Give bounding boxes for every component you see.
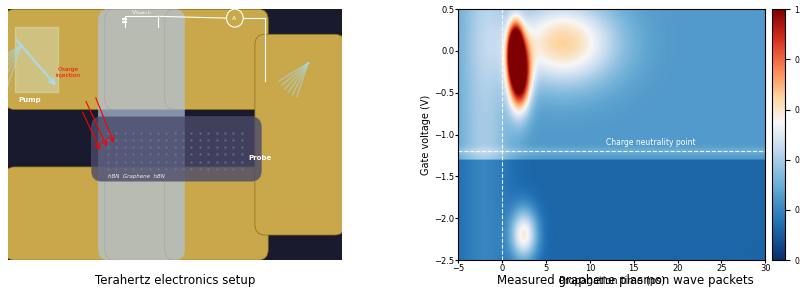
Text: hBN  Graphene  hBN: hBN Graphene hBN <box>108 174 165 179</box>
Text: Probe: Probe <box>248 155 271 161</box>
FancyBboxPatch shape <box>105 167 178 260</box>
FancyBboxPatch shape <box>5 9 118 109</box>
FancyBboxPatch shape <box>255 34 345 235</box>
FancyBboxPatch shape <box>98 9 185 260</box>
Text: A: A <box>232 16 237 21</box>
FancyBboxPatch shape <box>5 167 118 260</box>
Text: Measured graphene plasmon wave packets: Measured graphene plasmon wave packets <box>497 274 754 287</box>
FancyBboxPatch shape <box>8 9 342 260</box>
Text: Charge
injection: Charge injection <box>55 67 81 78</box>
Text: Pump: Pump <box>18 97 41 103</box>
Text: $\mathrm{V_{Switch}}$: $\mathrm{V_{Switch}}$ <box>131 9 152 17</box>
FancyBboxPatch shape <box>91 117 262 181</box>
FancyBboxPatch shape <box>105 9 178 109</box>
FancyBboxPatch shape <box>165 9 268 109</box>
X-axis label: Propagation time (ps): Propagation time (ps) <box>559 276 665 286</box>
Y-axis label: Gate voltage (V): Gate voltage (V) <box>422 95 431 175</box>
Text: Charge neutrality point: Charge neutrality point <box>606 138 696 147</box>
Text: Terahertz electronics setup: Terahertz electronics setup <box>94 274 255 287</box>
FancyBboxPatch shape <box>165 167 268 260</box>
